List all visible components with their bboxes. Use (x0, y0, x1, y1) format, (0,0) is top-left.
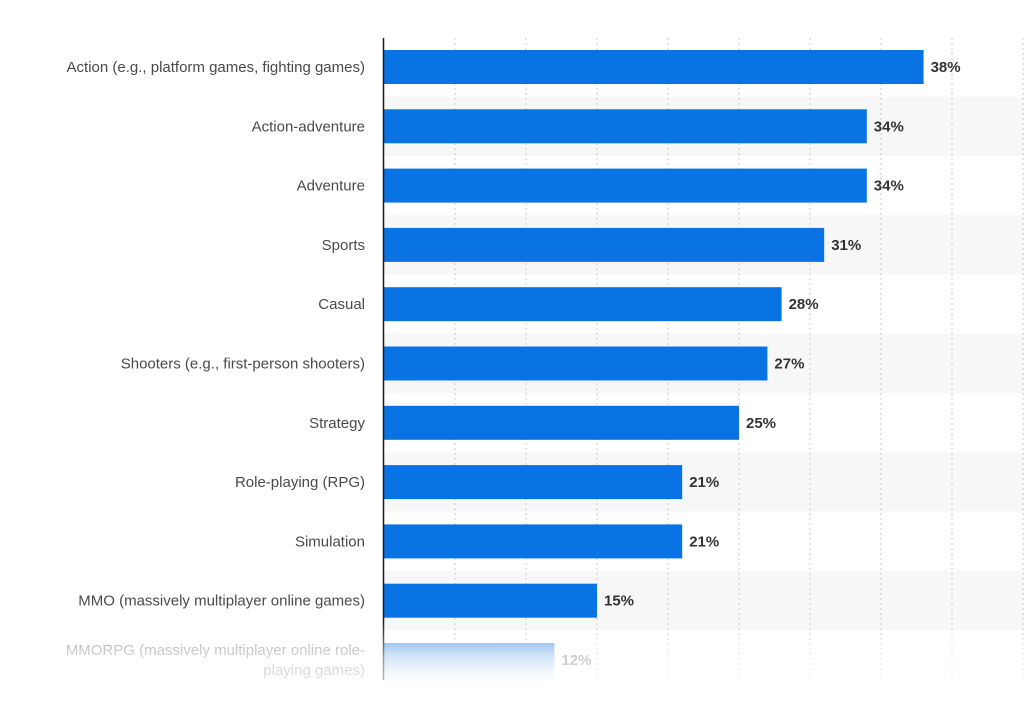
category-label: playing games) (263, 662, 365, 679)
category-label: Casual (318, 296, 365, 313)
bar (384, 405, 739, 440)
category-label: Strategy (309, 415, 365, 432)
value-label: 31% (831, 237, 861, 254)
category-label: Action-adventure (252, 118, 365, 135)
value-label: 25% (746, 415, 776, 432)
value-label: 12% (561, 652, 591, 669)
value-label: 15% (604, 593, 634, 610)
bar (384, 583, 597, 618)
category-label: Adventure (297, 178, 365, 195)
value-label: 38% (931, 59, 961, 76)
category-label: Sports (322, 237, 365, 254)
bar (384, 287, 782, 322)
category-label: MMO (massively multiplayer online games) (78, 593, 365, 610)
bar (384, 465, 683, 500)
bar (384, 50, 924, 84)
bar (384, 168, 867, 203)
value-label: 21% (689, 474, 719, 491)
bar (384, 227, 825, 262)
bar (384, 109, 867, 144)
category-label: Simulation (295, 533, 365, 550)
bar (384, 346, 768, 381)
value-label: 34% (874, 118, 904, 135)
category-label: Action (e.g., platform games, fighting g… (67, 59, 365, 76)
value-label: 28% (789, 296, 819, 313)
bar (384, 524, 683, 559)
value-label: 21% (689, 533, 719, 550)
value-label: 34% (874, 178, 904, 195)
category-label: Role-playing (RPG) (235, 474, 365, 491)
category-label: Shooters (e.g., first-person shooters) (121, 356, 365, 373)
bar (384, 643, 555, 683)
category-label: MMORPG (massively multiplayer online rol… (66, 642, 365, 659)
value-label: 27% (774, 356, 804, 373)
